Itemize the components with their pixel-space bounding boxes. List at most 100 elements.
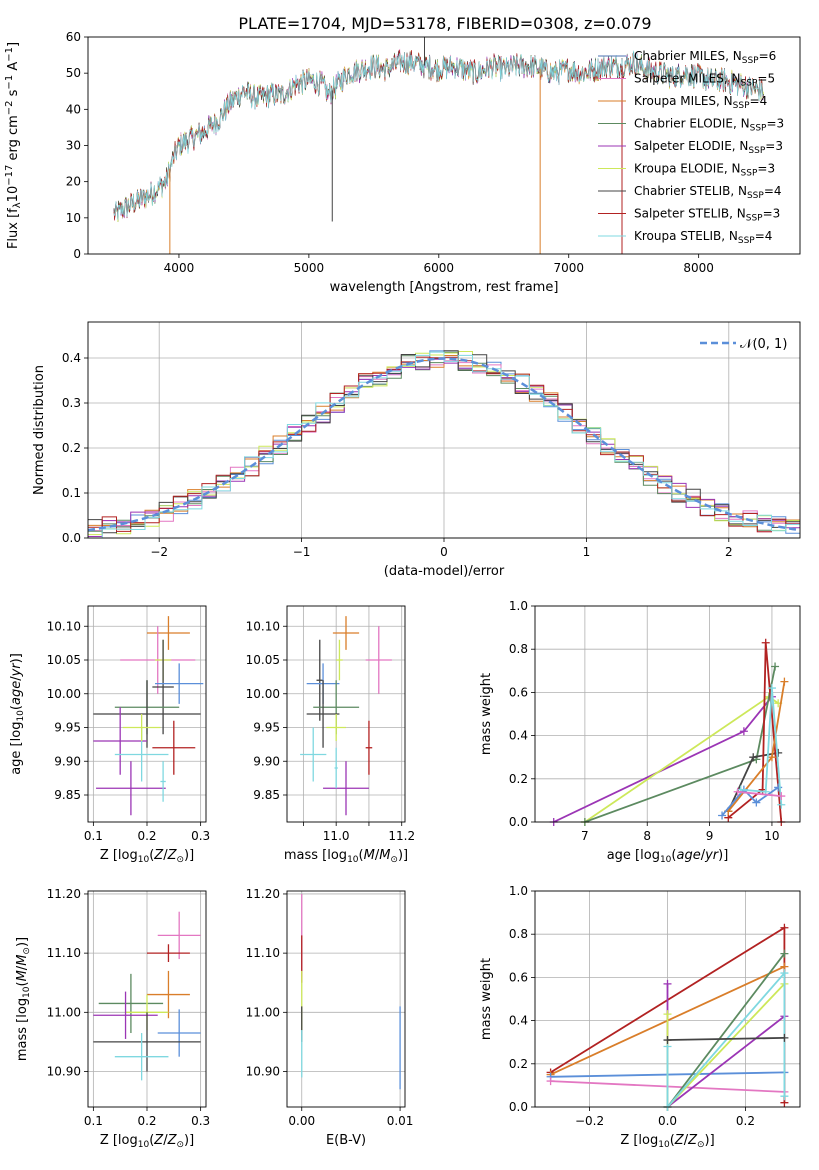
y-tick-label: 0.2 bbox=[62, 441, 81, 455]
weight_vs_age-marker bbox=[767, 684, 776, 693]
weight_vs_Z-marker bbox=[780, 1092, 789, 1101]
y-tick-label: 0.0 bbox=[509, 815, 528, 829]
y-tick-label: 60 bbox=[66, 30, 81, 44]
mass_vs_Z-ylabel: mass [log10(M/M⊙)] bbox=[15, 937, 32, 1061]
y-tick-label: 10.90 bbox=[47, 1064, 81, 1078]
x-tick-label: 8 bbox=[643, 829, 651, 843]
y-tick-label: 9.90 bbox=[253, 754, 280, 768]
y-tick-label: 0.3 bbox=[62, 396, 81, 410]
weight_vs_Z-marker bbox=[663, 1036, 672, 1045]
x-tick-label: 0.3 bbox=[191, 829, 210, 843]
x-tick-label: 0.0 bbox=[658, 1114, 677, 1128]
x-tick-label: 0 bbox=[440, 545, 448, 559]
x-tick-label: −0.2 bbox=[575, 1114, 604, 1128]
age_vs_Z-point-0 bbox=[147, 616, 190, 650]
y-tick-label: 11.10 bbox=[246, 946, 280, 960]
legend-label: Chabrier ELODIE, NSSP=3 bbox=[634, 117, 784, 134]
residuals-ylabel: Normed distribution bbox=[32, 365, 47, 495]
y-tick-label: 10.10 bbox=[47, 619, 81, 633]
mass_vs_Z-point-6 bbox=[157, 1009, 201, 1057]
weight_vs_age-xlabel: age [log10(age/yr)] bbox=[607, 848, 729, 865]
y-tick-label: 30 bbox=[66, 139, 81, 153]
weight_vs_age-marker bbox=[777, 800, 786, 809]
y-tick-label: 0 bbox=[73, 247, 81, 261]
age_vs_Z-point-4 bbox=[155, 663, 204, 704]
legend-label: Chabrier MILES, NSSP=6 bbox=[634, 49, 776, 66]
weight_vs_age-marker bbox=[733, 787, 742, 796]
legend-label: Salpeter MILES, NSSP=5 bbox=[634, 72, 775, 89]
weight_vs_Z-series-8 bbox=[667, 1037, 785, 1041]
y-tick-label: 0.0 bbox=[509, 1100, 528, 1114]
y-tick-label: 11.20 bbox=[246, 887, 280, 901]
age_vs_mass-point-9 bbox=[326, 714, 346, 741]
mass_vs_Z-point-2 bbox=[147, 970, 190, 1019]
age_vs_Z-point-6 bbox=[93, 680, 201, 748]
weight_vs_Z-series-6 bbox=[666, 953, 786, 1107]
x-tick-label: 7000 bbox=[553, 261, 584, 275]
mass_vs_Z-point-1 bbox=[147, 944, 190, 963]
y-tick-label: 50 bbox=[66, 66, 81, 80]
age_vs_Z-axes: 0.1 0.2 0.3 9.85 9.90 9.95 10.00 10.05 10.10 bbox=[47, 606, 210, 843]
weight_vs_age-marker bbox=[774, 783, 783, 792]
x-tick-label: 11.0 bbox=[323, 829, 350, 843]
age_vs_mass-point-2 bbox=[336, 639, 343, 681]
y-tick-label: 0.1 bbox=[62, 486, 81, 500]
spectrum-legend: Chabrier MILES, NSSP=6 Salpeter MILES, NS… bbox=[598, 49, 784, 246]
y-tick-label: 0.8 bbox=[509, 927, 528, 941]
weight_vs_age-marker bbox=[752, 798, 761, 807]
age_vs_mass-frame bbox=[286, 605, 406, 823]
weight_vs_Z-marker bbox=[780, 923, 789, 932]
age_vs_Z-xlabel: Z [log10(Z/Z⊙)] bbox=[100, 848, 194, 865]
mass_vs_Z-point-0 bbox=[157, 911, 201, 960]
weight_vs_age-series-8 bbox=[737, 790, 782, 797]
weight_vs_age-series-7 bbox=[740, 688, 783, 805]
residuals-frame bbox=[87, 321, 801, 539]
mass_vs_ebv-frame bbox=[286, 890, 406, 1108]
weight_vs_Z-xlabel: Z [log10(Z/Z⊙)] bbox=[620, 1133, 714, 1150]
age_vs_Z-point-12 bbox=[160, 761, 166, 802]
legend-label: Salpeter STELIB, NSSP=3 bbox=[634, 207, 780, 224]
y-tick-label: 9.85 bbox=[253, 788, 280, 802]
mass_vs_Z-xlabel: Z [log10(Z/Z⊙)] bbox=[100, 1133, 194, 1150]
weight_vs_Z-marker bbox=[780, 969, 789, 978]
y-tick-label: 0.2 bbox=[509, 1057, 528, 1071]
age_vs_Z-ylabel: age [log10(age/yr)] bbox=[9, 653, 26, 775]
mass_vs_ebv-axes: 0.00 0.01 10.90 11.00 11.10 11.20 bbox=[246, 887, 414, 1128]
normal-curve bbox=[88, 357, 800, 532]
y-tick-label: 40 bbox=[66, 102, 81, 116]
y-tick-label: 10 bbox=[66, 211, 81, 225]
legend-label: Kroupa STELIB, NSSP=4 bbox=[634, 229, 772, 246]
x-tick-label: 0.2 bbox=[736, 1114, 755, 1128]
age_vs_mass-point-7 bbox=[365, 720, 373, 775]
weight_vs_age-marker bbox=[749, 753, 758, 762]
weight_vs_age-marker bbox=[761, 638, 770, 647]
x-tick-label: 4000 bbox=[164, 261, 195, 275]
age_vs_mass-point-10 bbox=[323, 761, 369, 816]
weight_vs_age-marker bbox=[718, 811, 727, 820]
mass_vs_Z-axes: 0.1 0.2 0.3 10.90 11.00 11.10 11.20 bbox=[47, 887, 211, 1128]
x-tick-label: 6000 bbox=[424, 261, 455, 275]
age_vs_Z-point-11 bbox=[96, 761, 166, 816]
weight_vs_Z-marker bbox=[663, 1010, 672, 1019]
x-tick-label: −1 bbox=[293, 545, 311, 559]
age_vs_mass-point-0 bbox=[332, 616, 360, 650]
x-tick-label: 5000 bbox=[294, 261, 325, 275]
weight_vs_age-series-1 bbox=[584, 695, 779, 822]
y-tick-label: 0.4 bbox=[509, 729, 528, 743]
y-tick-label: 0.4 bbox=[62, 351, 81, 365]
mass_vs_Z-point-3 bbox=[98, 973, 164, 1034]
weight_vs_age-marker bbox=[739, 727, 748, 736]
weight_vs_Z-marker bbox=[663, 979, 672, 988]
y-tick-label: 9.95 bbox=[253, 721, 280, 735]
x-tick-label: 0.00 bbox=[288, 1114, 315, 1128]
age_vs_mass-point-8 bbox=[300, 727, 327, 782]
x-tick-label: 2 bbox=[725, 545, 733, 559]
weight_vs_Z-ylabel: mass weight bbox=[479, 958, 494, 1040]
weight_vs_Z-marker bbox=[546, 1077, 555, 1086]
y-tick-label: 10.05 bbox=[246, 653, 280, 667]
x-tick-label: 0.01 bbox=[387, 1114, 414, 1128]
weight_vs_Z-marker bbox=[780, 949, 789, 958]
y-tick-label: 9.85 bbox=[54, 788, 81, 802]
spectrum-axes: 4000 5000 6000 7000 8000 0 10 20 30 40 50 60 bbox=[66, 30, 714, 275]
spectrum-xlabel: wavelength [Angstrom, rest frame] bbox=[330, 280, 559, 295]
